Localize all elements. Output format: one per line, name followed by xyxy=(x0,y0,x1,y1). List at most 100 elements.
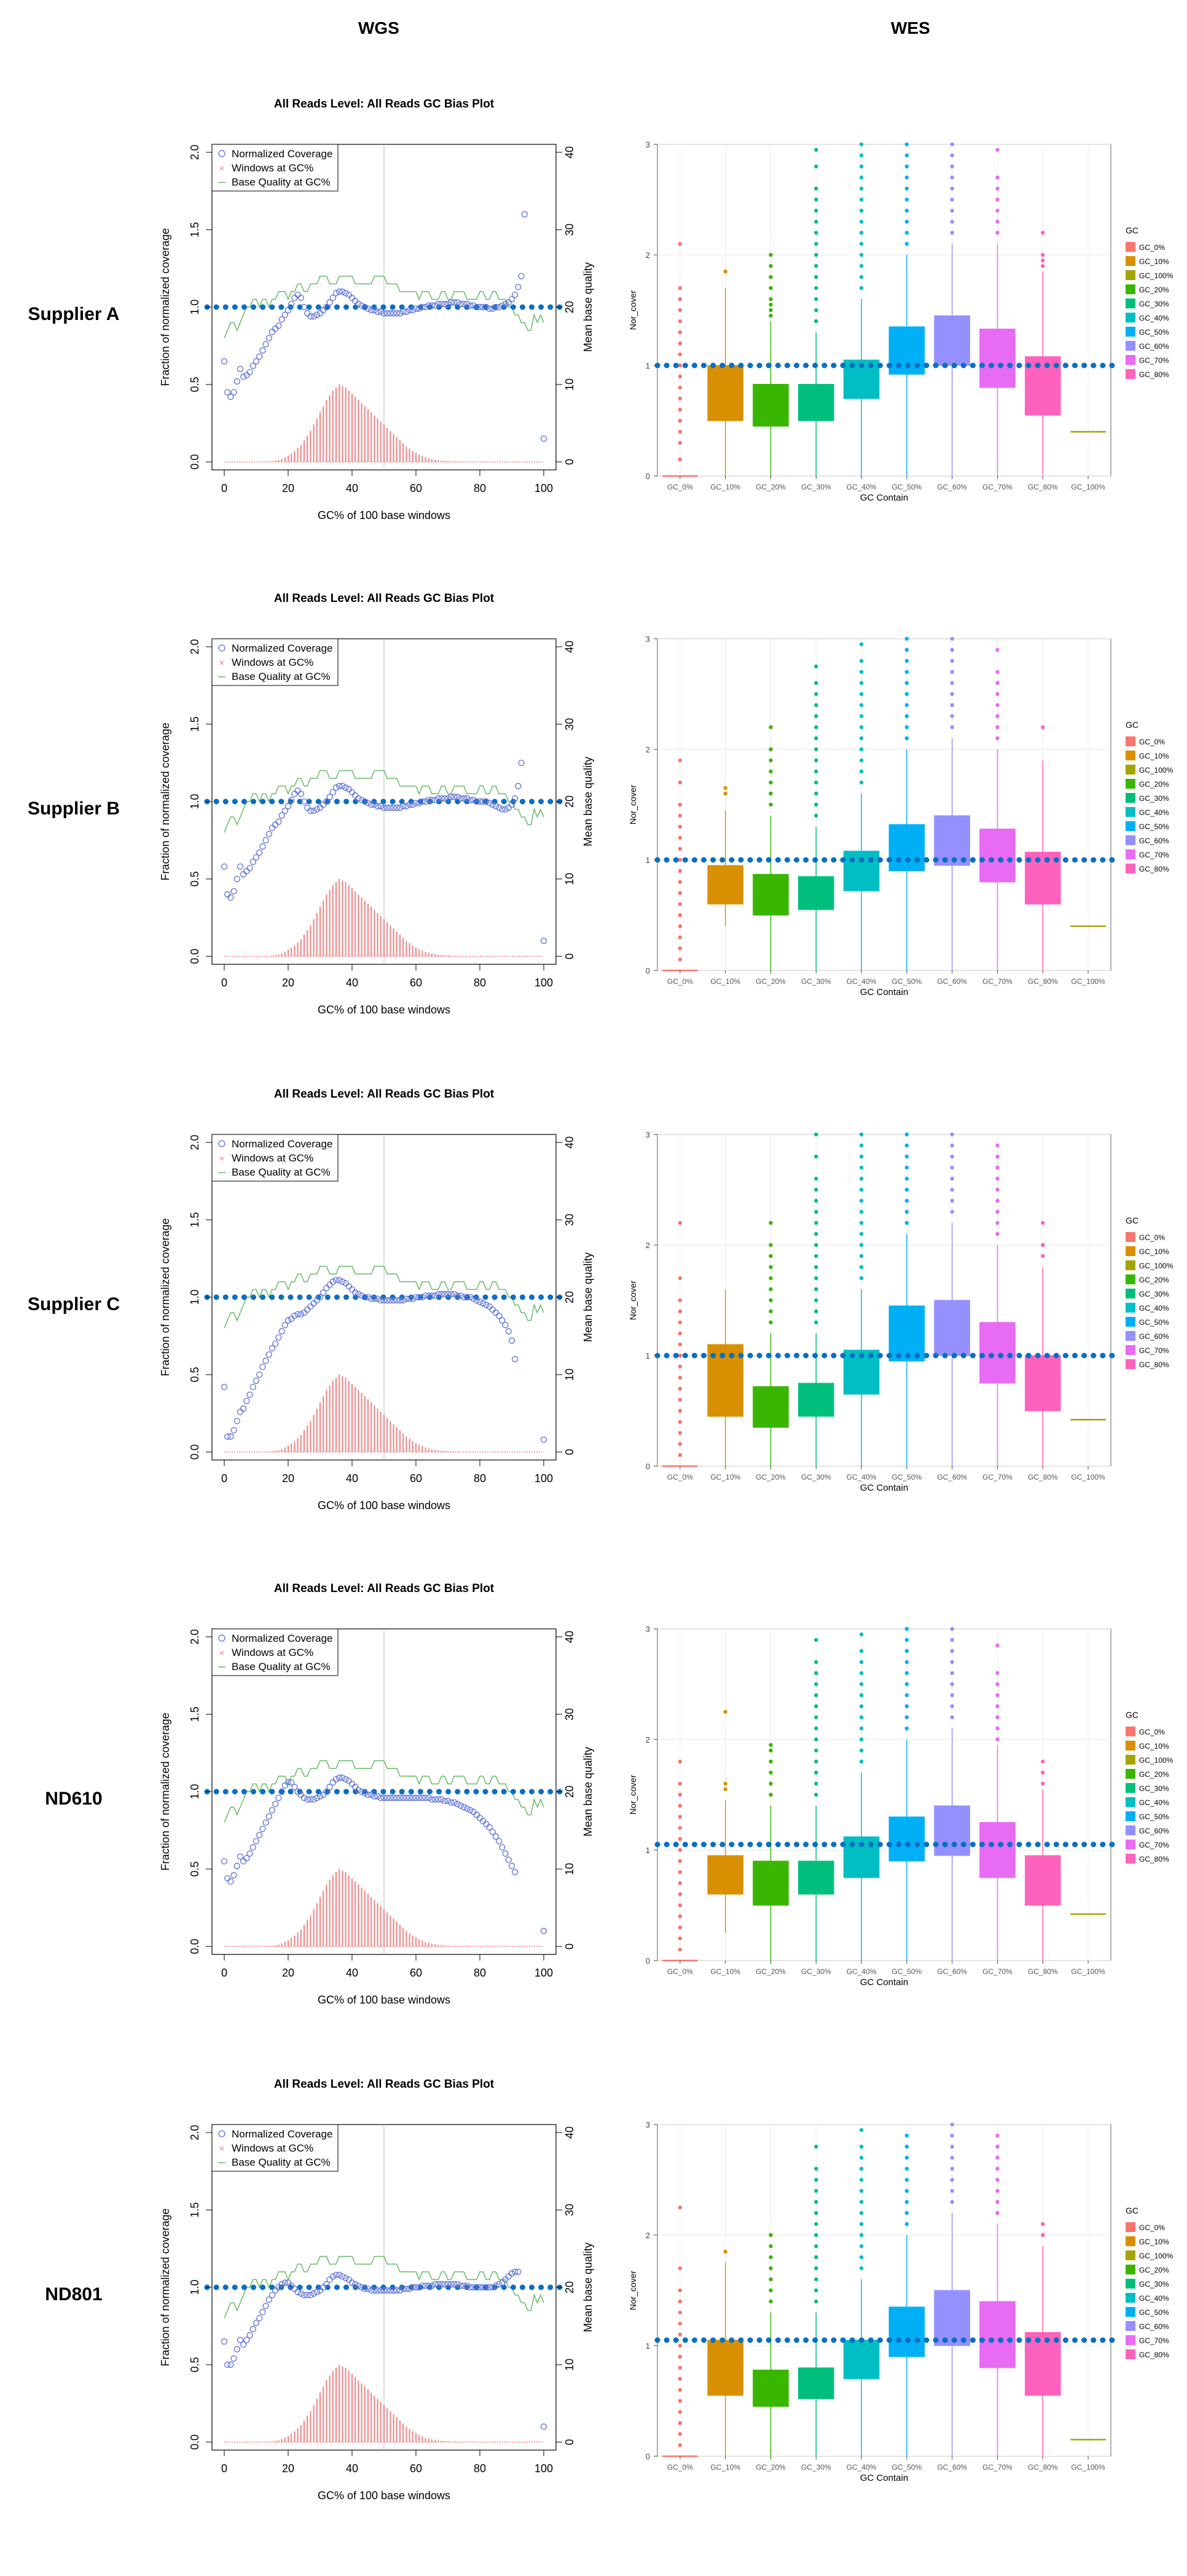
wes-box xyxy=(979,1822,1016,1878)
wes-outlier xyxy=(859,747,864,752)
wgs-coverage-point xyxy=(246,369,253,375)
wes-outlier xyxy=(1041,258,1045,263)
wgs-coverage-point xyxy=(380,310,388,317)
wgs-coverage-point xyxy=(364,2285,372,2292)
wes-outlier xyxy=(678,1442,683,1446)
wgs-coverage-point xyxy=(460,300,468,308)
wes-legend-label: GC_40% xyxy=(1139,1798,1169,1807)
wgs-y-tick-label: 0.0 xyxy=(189,454,201,469)
wgs-coverage-point xyxy=(470,797,477,803)
wgs-coverage-point xyxy=(483,1821,490,1828)
wes-outlier xyxy=(995,2188,1000,2193)
wgs-x-tick-label: 40 xyxy=(346,2462,358,2475)
wes-outlier xyxy=(814,297,818,302)
wgs-legend-coverage-key xyxy=(218,2130,225,2137)
wes-legend-label: GC_0% xyxy=(1139,243,1165,252)
wes-legend-label: GC_10% xyxy=(1139,257,1169,266)
wgs-coverage-point xyxy=(342,1776,349,1782)
wgs-coverage-point xyxy=(227,1878,234,1885)
wgs-coverage-point xyxy=(313,311,320,318)
wes-y-tick-label: 0 xyxy=(646,2452,650,2461)
wgs-coverage-point xyxy=(505,2273,512,2280)
wgs-coverage-point xyxy=(435,1290,442,1298)
wes-legend-key xyxy=(1126,270,1135,280)
wes-outlier xyxy=(769,2266,773,2271)
wes-outlier xyxy=(859,175,864,180)
wes-outlier xyxy=(678,385,683,390)
wes-legend-key xyxy=(1126,2321,1135,2331)
wes-outlier xyxy=(769,1748,773,1753)
wgs-coverage-point xyxy=(230,389,237,396)
wes-outlier xyxy=(1041,263,1045,268)
wgs-coverage-point xyxy=(361,1790,368,1797)
wes-outlier xyxy=(950,1693,954,1698)
wes-outlier xyxy=(678,2332,683,2337)
wes-outlier xyxy=(904,230,909,235)
wgs-coverage-point xyxy=(428,2282,436,2289)
wgs-y-tick-label: 2.0 xyxy=(189,1629,201,1644)
wgs-coverage-point xyxy=(416,800,423,806)
wes-legend-label: GC_70% xyxy=(1139,1346,1169,1355)
wgs-coverage-point xyxy=(249,362,256,369)
wgs-coverage-point xyxy=(470,1295,477,1302)
wes-outlier xyxy=(859,1176,864,1181)
wes-legend-label: GC_50% xyxy=(1139,1318,1169,1327)
wes-outlier xyxy=(678,857,683,862)
wgs-coverage-point xyxy=(246,1850,253,1857)
wgs-y-tick-label: 0.5 xyxy=(189,871,201,886)
wgs-coverage-point xyxy=(473,303,480,311)
wes-outlier xyxy=(678,2299,683,2304)
wes-outlier xyxy=(723,786,727,790)
wes-box xyxy=(934,2290,970,2346)
wgs-coverage-point xyxy=(272,2287,279,2294)
wgs-coverage-point xyxy=(332,2271,340,2278)
wes-x-label: GC Contain xyxy=(860,2473,908,2483)
wes-legend-key xyxy=(1126,1331,1135,1341)
wes-legend-title: GC xyxy=(1126,225,1138,235)
wes-outlier xyxy=(723,1787,727,1792)
wes-outlier xyxy=(859,153,864,158)
wgs-x-tick-label: 40 xyxy=(346,482,358,494)
wgs-coverage-point xyxy=(435,1796,442,1803)
wgs-coverage-point xyxy=(422,303,429,311)
wgs-coverage-point xyxy=(460,1294,468,1301)
wes-outlier xyxy=(995,1154,1000,1159)
wgs-x-tick-label: 60 xyxy=(410,977,422,989)
wes-y-tick-label: 3 xyxy=(646,2120,650,2129)
wgs-y-tick-label: 2.0 xyxy=(189,1134,201,1150)
wgs-coverage-point xyxy=(473,798,480,805)
wes-legend-label: GC_60% xyxy=(1139,1827,1169,1835)
wes-outlier xyxy=(678,2398,683,2403)
wgs-legend-quality: Base Quality at GC% xyxy=(232,1661,331,1672)
wes-x-tick-label: GC_80% xyxy=(1028,1473,1058,1481)
wgs-coverage-point xyxy=(419,303,426,311)
wgs-y-tick-label: 1.0 xyxy=(189,2279,201,2295)
wes-outlier xyxy=(678,1408,683,1413)
wgs-coverage-point xyxy=(451,1290,458,1298)
wes-outlier xyxy=(814,802,818,807)
wgs-coverage-point xyxy=(540,937,547,944)
wgs-coverage-point xyxy=(253,1838,260,1844)
wgs-coverage-point xyxy=(224,1433,231,1440)
wes-y-tick-label: 3 xyxy=(646,1625,650,1634)
wes-x-tick-label: GC_60% xyxy=(937,1473,967,1481)
wgs-coverage-point xyxy=(323,303,330,311)
wes-outlier xyxy=(814,1320,818,1325)
wgs-coverage-point xyxy=(457,2282,464,2289)
wes-outlier xyxy=(950,1704,954,1709)
wgs-coverage-point xyxy=(345,1778,352,1784)
wes-legend-label: GC_100% xyxy=(1139,2252,1173,2260)
wgs-coverage-point xyxy=(425,302,432,309)
wes-legend-label: GC_20% xyxy=(1139,286,1169,294)
wgs-coverage-point xyxy=(476,1298,484,1305)
wgs-coverage-point xyxy=(425,797,432,803)
wes-outlier xyxy=(814,1715,818,1720)
wes-legend-key xyxy=(1126,2265,1135,2274)
wes-outlier xyxy=(859,758,864,763)
wgs-coverage-point xyxy=(419,798,426,805)
wgs-coverage-point xyxy=(310,1300,317,1307)
wgs-coverage-point xyxy=(486,800,493,806)
wgs-coverage-point xyxy=(505,804,512,811)
wgs-x-label: GC% of 100 base windows xyxy=(318,1994,450,2006)
wgs-coverage-point xyxy=(406,306,413,314)
